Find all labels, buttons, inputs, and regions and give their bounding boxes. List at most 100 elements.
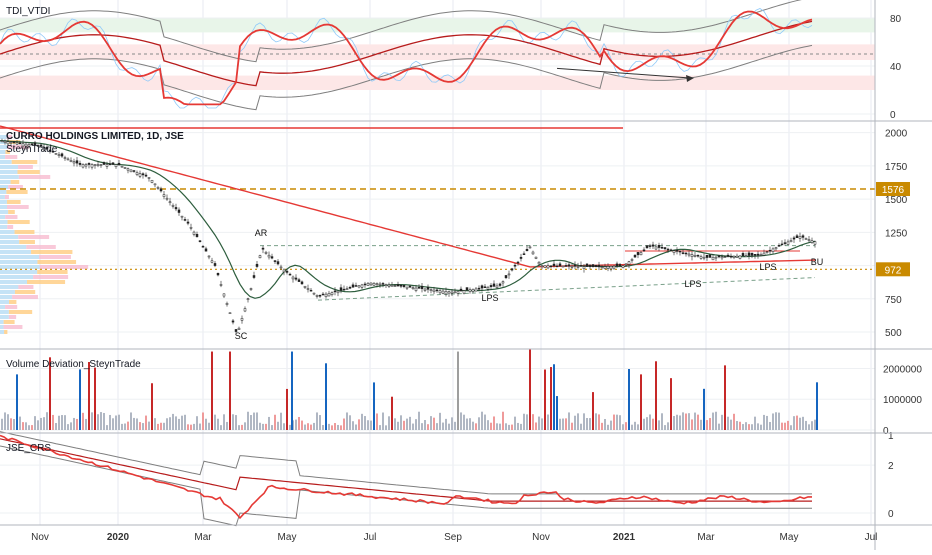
annotation-lps: LPS xyxy=(481,293,498,303)
volume-profile-bar xyxy=(9,300,16,304)
volume-bar xyxy=(100,412,102,430)
volume-bar xyxy=(388,416,390,430)
candle-body xyxy=(715,257,717,258)
candle-body xyxy=(274,261,276,262)
volume-profile-bar xyxy=(4,330,7,334)
volume-bar xyxy=(430,416,432,430)
candle-body xyxy=(328,293,330,296)
volume-profile-bar xyxy=(0,320,4,324)
tdi-tick-label: 40 xyxy=(890,62,902,73)
volume-bar xyxy=(769,422,771,430)
candle-body xyxy=(184,219,186,220)
candle-body xyxy=(190,227,192,228)
candle-body xyxy=(199,241,201,242)
candle-body xyxy=(163,195,165,197)
volume-bar xyxy=(499,424,501,430)
volume-bar xyxy=(649,414,651,430)
candle-body xyxy=(535,257,537,258)
volume-bar xyxy=(46,412,48,430)
candle-body xyxy=(277,262,279,264)
price-tick-label: 2000 xyxy=(885,129,908,140)
candle-body xyxy=(373,283,375,285)
candle-body xyxy=(427,287,429,289)
volume-profile-bar xyxy=(0,260,37,264)
candle-body xyxy=(475,289,477,291)
volume-bar xyxy=(736,421,738,430)
x-axis-label: Jul xyxy=(364,532,377,543)
candle-body xyxy=(1,141,3,142)
volume-bar xyxy=(538,417,540,430)
volume-bar xyxy=(691,419,693,430)
volume-bar xyxy=(439,413,441,430)
candle-body xyxy=(484,287,486,288)
candle-body xyxy=(283,270,285,272)
candle-body xyxy=(796,236,798,238)
volume-bar xyxy=(106,425,108,430)
candle-body xyxy=(481,286,483,288)
x-axis-label: Sep xyxy=(444,532,462,543)
candle-body xyxy=(421,286,423,288)
candle-body xyxy=(811,241,813,243)
volume-bar xyxy=(568,412,570,430)
volume-bar xyxy=(424,420,426,430)
candle-body xyxy=(337,291,339,293)
volume-bar xyxy=(427,424,429,430)
volume-bar xyxy=(16,374,18,430)
volume-bar xyxy=(754,417,756,430)
volume-profile-bar xyxy=(12,295,38,299)
candle-body xyxy=(307,288,309,289)
price-badge-label: 972 xyxy=(885,265,902,276)
volume-bar xyxy=(19,417,21,430)
volume-bar xyxy=(76,419,78,430)
volume-profile-bar xyxy=(0,230,15,234)
volume-bar xyxy=(163,423,165,430)
candle-body xyxy=(439,291,441,293)
candle-body xyxy=(712,257,714,260)
volume-spike xyxy=(229,352,231,430)
volume-bar xyxy=(256,412,258,430)
volume-bar xyxy=(796,416,798,430)
volume-profile-bar xyxy=(0,205,7,209)
candle-body xyxy=(142,174,144,175)
candle-body xyxy=(301,282,303,284)
volume-bar xyxy=(91,412,93,430)
volume-profile-bar xyxy=(0,250,31,254)
candle-body xyxy=(583,267,585,269)
volume-bar xyxy=(175,416,177,430)
volume-bar xyxy=(148,422,150,430)
volume-bar xyxy=(412,424,414,430)
candle-body xyxy=(691,255,693,257)
volume-profile-bar xyxy=(5,215,17,219)
candle-body xyxy=(340,288,342,291)
candle-body xyxy=(370,283,372,285)
volume-bar xyxy=(391,397,393,430)
candle-body xyxy=(82,165,84,168)
candle-body xyxy=(382,283,384,284)
candle-body xyxy=(688,254,690,255)
volume-bar xyxy=(505,423,507,430)
volume-bar xyxy=(544,370,546,430)
volume-profile-bar xyxy=(7,225,13,229)
candle-body xyxy=(763,253,765,255)
volume-bar xyxy=(721,415,723,430)
candle-body xyxy=(775,247,777,248)
candle-body xyxy=(694,255,696,256)
candle-body xyxy=(148,177,150,178)
volume-bar xyxy=(682,412,684,430)
volume-bar xyxy=(775,412,777,430)
volume-profile-bar xyxy=(0,325,4,329)
candle-body xyxy=(721,257,723,258)
volume-profile-bar xyxy=(0,255,39,259)
volume-bar xyxy=(562,419,564,430)
volume-profile-bar xyxy=(8,210,15,214)
volume-profile-bar xyxy=(31,250,72,254)
volume-bar xyxy=(247,412,249,430)
volume-bar xyxy=(637,424,639,430)
volume-profile-bar xyxy=(0,285,18,289)
volume-bar xyxy=(508,425,510,430)
candle-body xyxy=(466,288,468,291)
candle-body xyxy=(367,283,369,285)
volume-bar xyxy=(511,425,513,430)
volume-bar xyxy=(208,423,210,430)
